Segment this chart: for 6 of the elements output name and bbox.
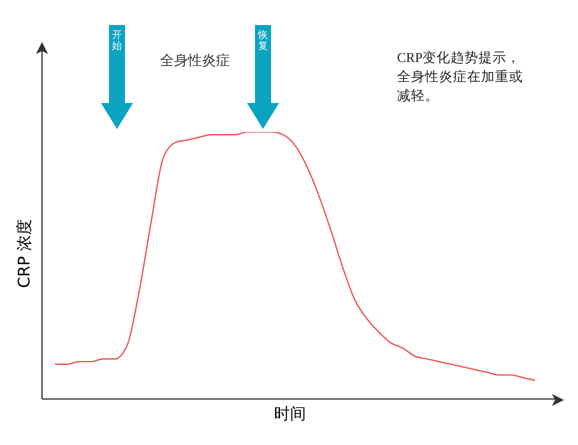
text: 开始: [111, 30, 123, 52]
x-axis-title: 时间: [273, 404, 307, 425]
text: CRP变化趋势提示，全身性炎症在加重或减轻。: [397, 49, 524, 105]
text: 全身性炎症: [160, 52, 230, 70]
y-axis-title: CRP 浓度: [14, 218, 34, 290]
text: 恢复: [256, 30, 269, 52]
